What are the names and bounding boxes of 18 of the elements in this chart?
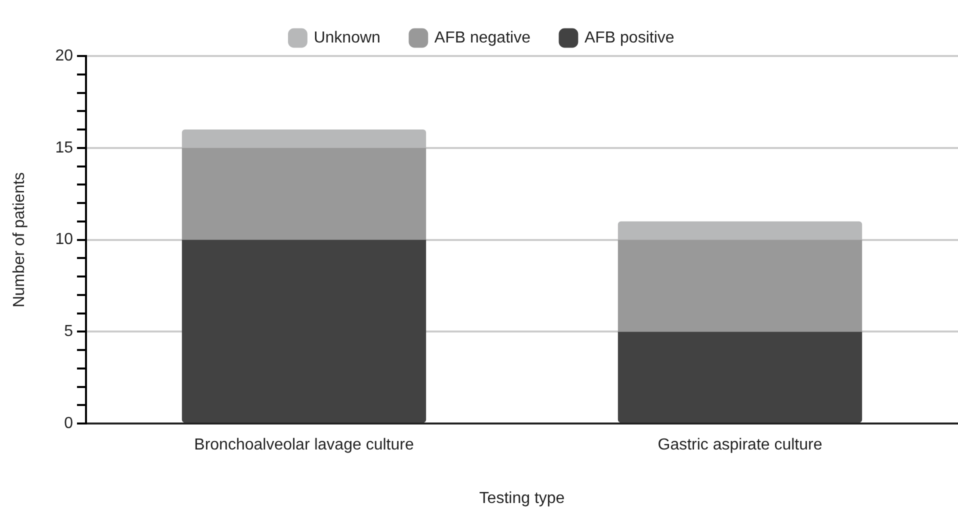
x-tick-label: Bronchoalveolar lavage culture [194, 436, 414, 454]
bar [618, 221, 862, 240]
legend-label: AFB negative [434, 29, 531, 46]
x-tick-label: Gastric aspirate culture [658, 436, 822, 454]
bar [182, 148, 426, 240]
y-tick-label: 5 [64, 323, 74, 340]
legend-label: AFB positive [584, 29, 674, 46]
bar [182, 240, 426, 423]
bar [618, 332, 862, 423]
bar [182, 130, 426, 148]
y-axis-title: Number of patients [11, 172, 28, 308]
y-tick-label: 20 [55, 47, 74, 64]
legend-label: Unknown [314, 29, 380, 46]
y-tick-label: 10 [55, 231, 74, 248]
y-tick-label: 0 [64, 415, 74, 432]
x-axis-title: Testing type [479, 490, 565, 507]
y-tick-label: 15 [55, 139, 74, 156]
bar [618, 240, 862, 332]
